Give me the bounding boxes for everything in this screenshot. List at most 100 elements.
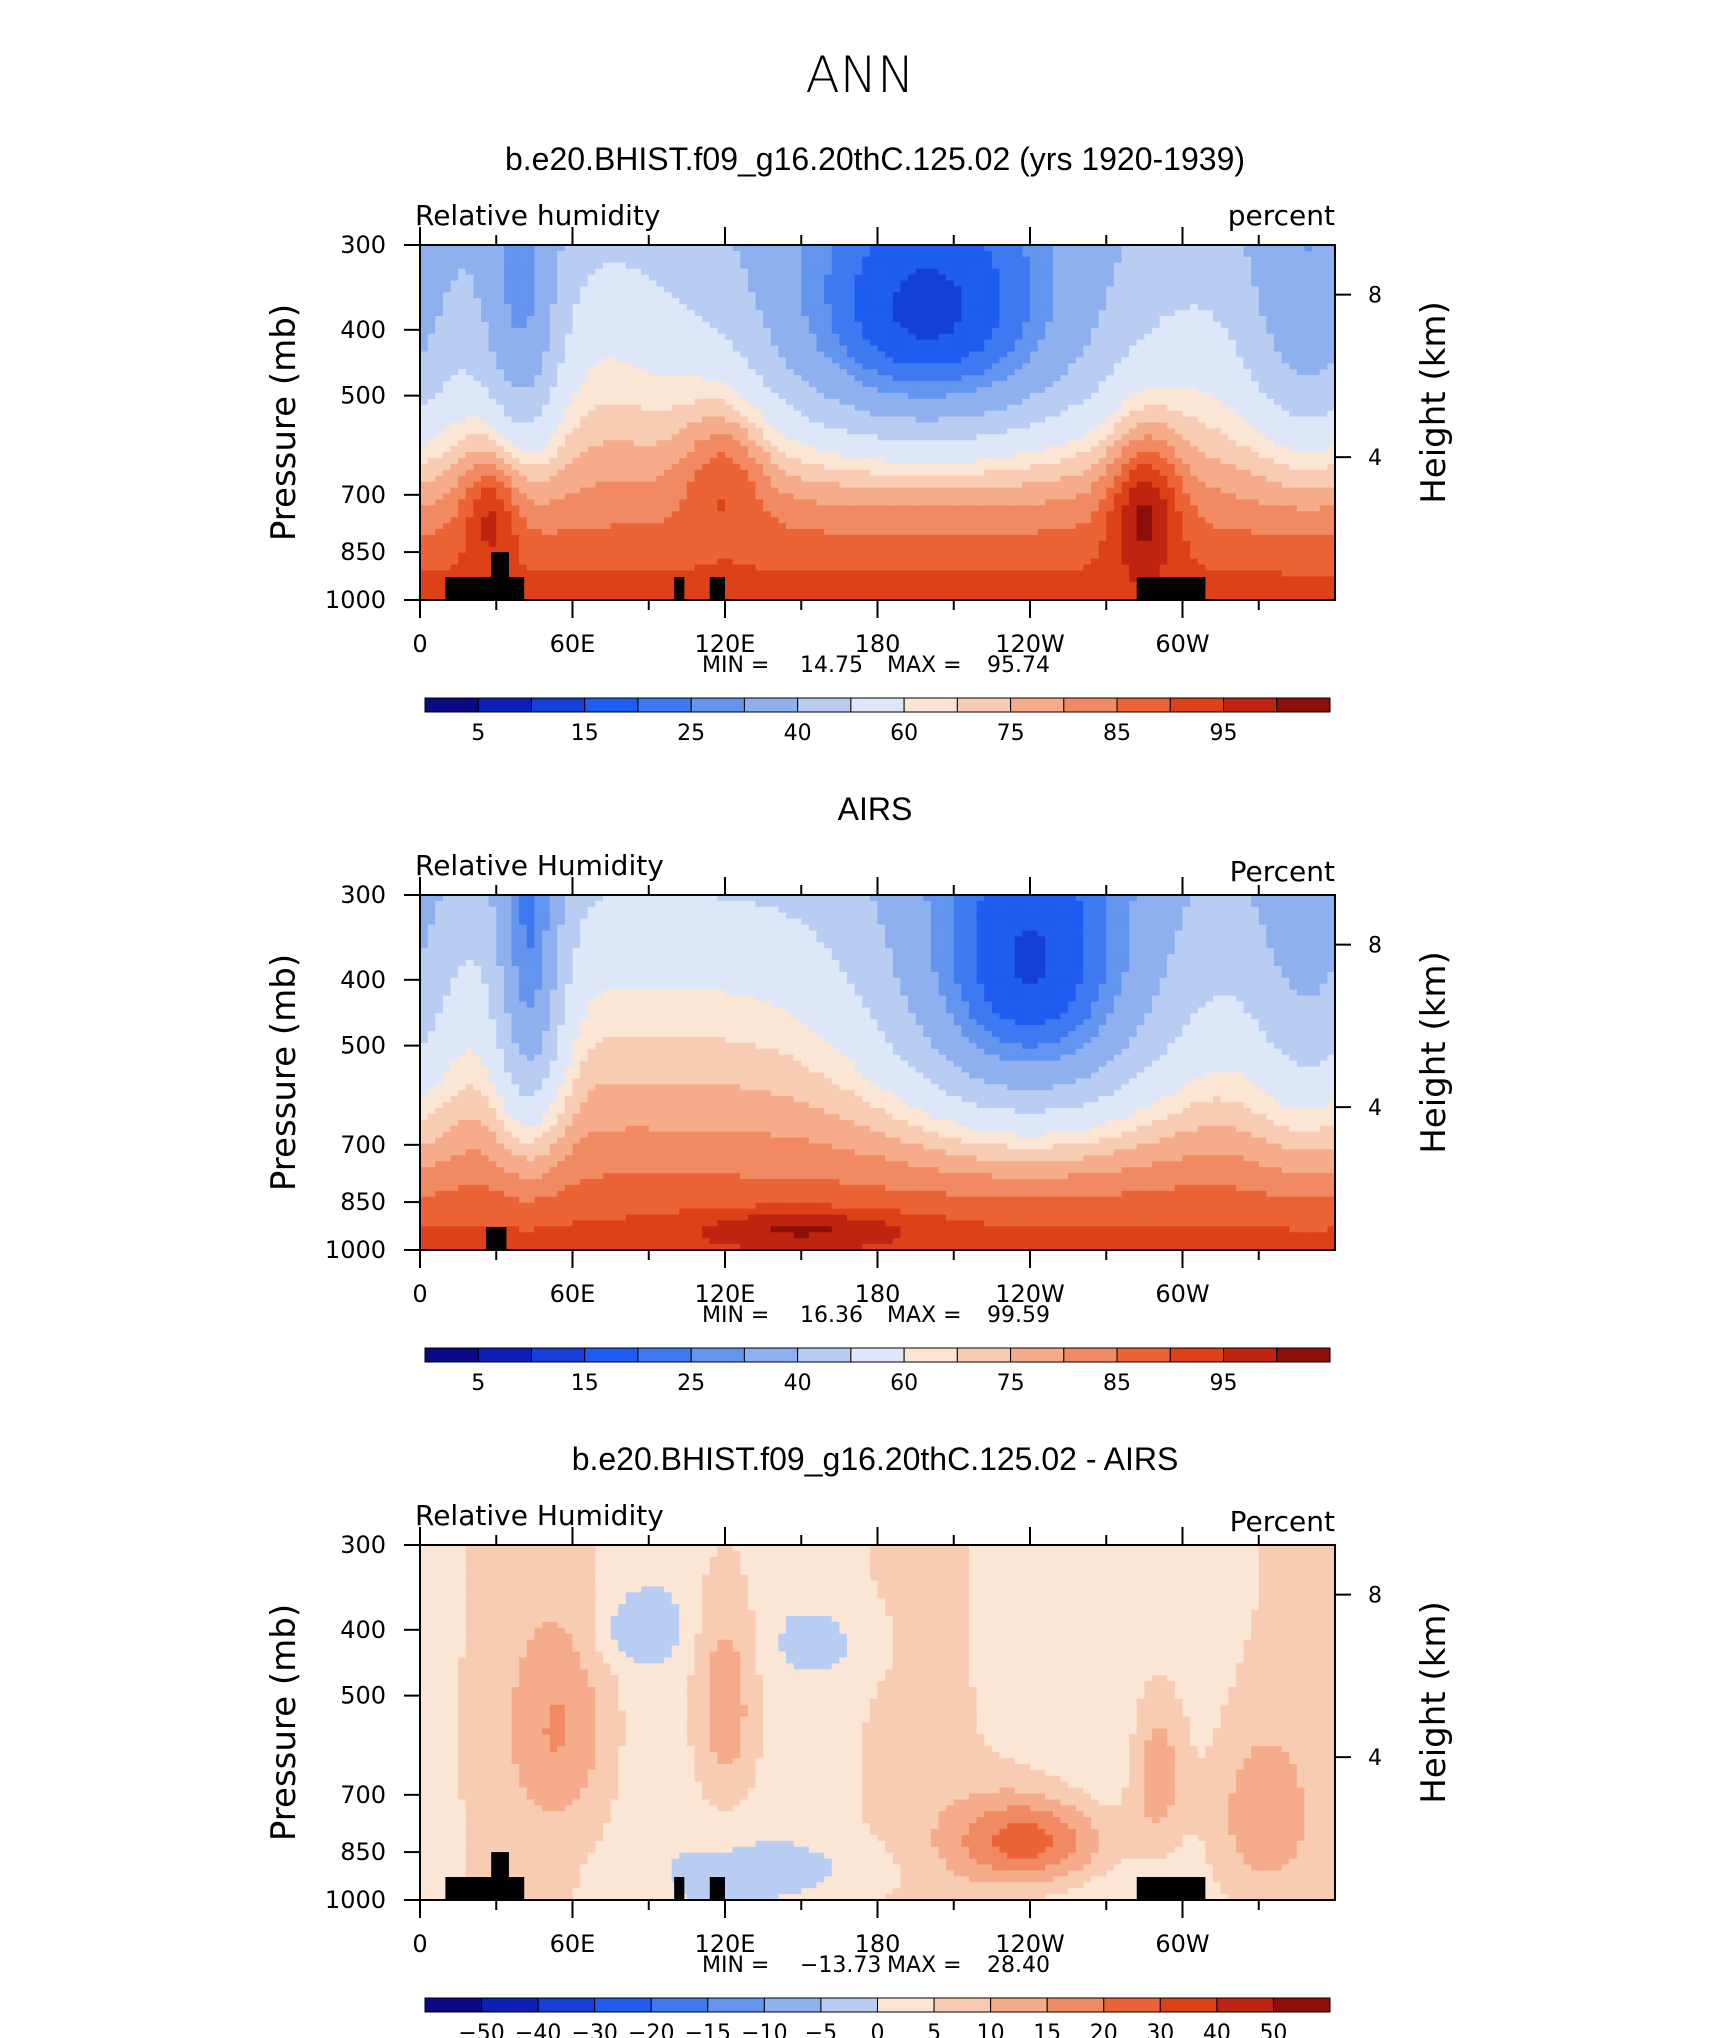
contour-cell — [618, 298, 626, 305]
contour-cell — [1061, 452, 1069, 459]
contour-cell — [847, 470, 855, 477]
contour-cell — [931, 369, 939, 376]
contour-cell — [443, 446, 451, 453]
contour-cell — [618, 452, 626, 459]
contour-cell — [504, 340, 512, 347]
contour-cell — [443, 375, 451, 382]
contour-cell — [923, 357, 931, 364]
contour-cell — [763, 310, 771, 317]
contour-cell — [1122, 411, 1130, 418]
contour-cell — [687, 482, 695, 489]
contour-cell — [931, 417, 939, 424]
contour-cell — [1228, 286, 1236, 293]
contour-cell — [1068, 369, 1076, 376]
contour-cell — [1160, 275, 1168, 282]
contour-cell — [1030, 275, 1038, 282]
contour-cell — [626, 458, 634, 465]
contour-cell — [1198, 399, 1206, 406]
contour-cell — [656, 346, 664, 353]
contour-cell — [817, 251, 825, 258]
contour-cell — [1083, 251, 1091, 258]
contour-cell — [862, 434, 870, 441]
contour-cell — [1045, 446, 1053, 453]
contour-cell — [672, 257, 680, 264]
contour-cell — [641, 423, 649, 430]
contour-cell — [870, 316, 878, 323]
contour-cell — [710, 434, 718, 441]
contour-cell — [939, 446, 947, 453]
contour-cell — [443, 322, 451, 329]
contour-cell — [733, 352, 741, 359]
contour-cell — [1274, 269, 1282, 276]
contour-cell — [626, 263, 634, 270]
contour-cell — [1183, 393, 1191, 400]
contour-cell — [1114, 369, 1122, 376]
contour-cell — [1068, 428, 1076, 435]
contour-cell — [1129, 322, 1137, 329]
contour-cell — [946, 411, 954, 418]
contour-cell — [1320, 417, 1328, 424]
contour-cell — [992, 446, 1000, 453]
contour-cell — [504, 381, 512, 388]
contour-cell — [565, 263, 573, 270]
contour-cell — [466, 428, 474, 435]
contour-cell — [1251, 458, 1259, 465]
contour-cell — [1129, 263, 1137, 270]
contour-cell — [733, 251, 741, 258]
contour-cell — [862, 322, 870, 329]
contour-cell — [778, 257, 786, 264]
contour-cell — [1198, 387, 1206, 394]
contour-cell — [420, 298, 428, 305]
contour-cell — [1007, 292, 1015, 299]
contour-cell — [916, 411, 924, 418]
contour-cell — [664, 488, 672, 495]
contour-cell — [756, 269, 764, 276]
contour-cell — [1228, 411, 1236, 418]
contour-cell — [527, 263, 535, 270]
contour-cell — [451, 405, 459, 412]
contour-cell — [1266, 251, 1274, 258]
contour-cell — [1228, 434, 1236, 441]
contour-cell — [756, 458, 764, 465]
contour-cell — [687, 286, 695, 293]
contour-cell — [504, 399, 512, 406]
contour-cell — [1251, 375, 1259, 382]
contour-cell — [451, 322, 459, 329]
contour-cell — [466, 440, 474, 447]
contour-cell — [1038, 363, 1046, 370]
contour-cell — [496, 464, 504, 471]
contour-cell — [847, 281, 855, 288]
contour-cell — [1251, 357, 1259, 364]
contour-cell — [519, 405, 527, 412]
contour-cell — [855, 458, 863, 465]
contour-cell — [1221, 440, 1229, 447]
contour-cell — [1259, 257, 1267, 264]
contour-cell — [946, 488, 954, 495]
contour-cell — [961, 322, 969, 329]
contour-cell — [451, 393, 459, 400]
contour-cell — [1106, 281, 1114, 288]
contour-cell — [649, 352, 657, 359]
contour-cell — [1160, 304, 1168, 311]
contour-cell — [809, 328, 817, 335]
contour-cell — [1061, 322, 1069, 329]
contour-cell — [794, 322, 802, 329]
contour-cell — [565, 304, 573, 311]
contour-cell — [618, 387, 626, 394]
contour-cell — [885, 257, 893, 264]
contour-cell — [1076, 387, 1084, 394]
contour-cell — [504, 304, 512, 311]
contour-cell — [519, 269, 527, 276]
contour-cell — [1129, 428, 1137, 435]
contour-cell — [1122, 440, 1130, 447]
contour-cell — [542, 251, 550, 258]
contour-cell — [1061, 281, 1069, 288]
contour-cell — [1137, 357, 1145, 364]
contour-cell — [618, 275, 626, 282]
contour-cell — [496, 257, 504, 264]
contour-cell — [801, 405, 809, 412]
contour-cell — [641, 269, 649, 276]
contour-cell — [473, 251, 481, 258]
contour-cell — [466, 369, 474, 376]
contour-cell — [664, 458, 672, 465]
